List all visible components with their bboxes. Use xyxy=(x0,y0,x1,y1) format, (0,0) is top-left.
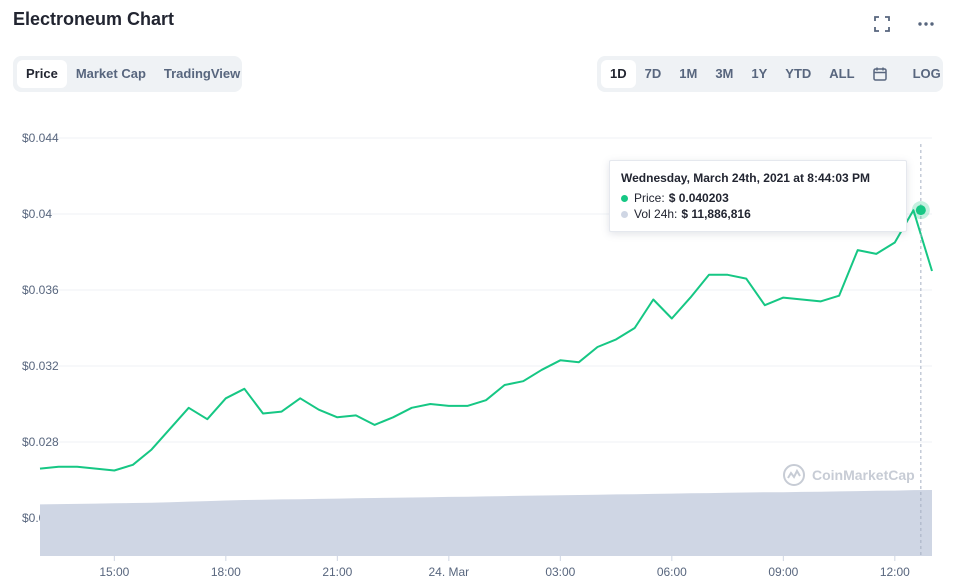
volume-area xyxy=(40,490,932,556)
range-tab-ytd[interactable]: YTD xyxy=(785,66,812,81)
price-layer xyxy=(39,209,933,472)
y-tick-label: $0.044 xyxy=(22,131,59,145)
calendar-icon[interactable] xyxy=(864,66,896,82)
tab-market-cap[interactable]: Market Cap xyxy=(75,66,146,81)
y-tick-label: $0.028 xyxy=(22,435,59,449)
price-legend-dot xyxy=(621,194,628,202)
y-tick-label: $0.04 xyxy=(22,207,52,221)
view-tabs: Price Market Cap TradingView xyxy=(13,56,242,92)
range-tab-all[interactable]: ALL xyxy=(829,66,855,81)
price-line xyxy=(39,209,933,472)
tooltip-date: Wednesday, March 24th, 2021 at 8:44:03 P… xyxy=(621,171,870,185)
volume-legend-dot xyxy=(621,210,628,218)
range-tabs: 1D 7D 1M 3M 1Y YTD ALL LOG xyxy=(597,56,943,92)
more-icon[interactable] xyxy=(916,14,936,34)
fullscreen-icon[interactable] xyxy=(872,14,892,34)
volume-layer xyxy=(40,490,932,556)
hover-point xyxy=(915,205,926,216)
range-tab-7d[interactable]: 7D xyxy=(644,66,662,81)
tab-price[interactable]: Price xyxy=(17,60,67,88)
log-toggle[interactable]: LOG xyxy=(912,66,941,81)
watermark-text: CoinMarketCap xyxy=(812,467,915,483)
y-tick-label: $0.032 xyxy=(22,359,59,373)
page-title: Electroneum Chart xyxy=(13,9,175,29)
tooltip-price-row: Price: $ 0.040203 xyxy=(621,190,895,206)
chart-tooltip: Wednesday, March 24th, 2021 at 8:44:03 P… xyxy=(609,160,907,232)
price-chart[interactable]: $0.044$0.04$0.036$0.032$0.028$0.024 15:0… xyxy=(0,100,954,584)
x-tick-label: 21:00 xyxy=(322,565,352,579)
tooltip-price-value: $ 0.040203 xyxy=(668,191,729,205)
x-axis: 15:00 18:00 21:00 24. Mar 03:00 06:00 09:00 12:… xyxy=(99,556,910,579)
range-tab-3m[interactable]: 3M xyxy=(715,66,734,81)
coinmarketcap-watermark: CoinMarketCap xyxy=(782,463,915,487)
tooltip-price-label: Price: xyxy=(634,191,665,205)
x-tick-label: 09:00 xyxy=(768,565,798,579)
tooltip-volume-row: Vol 24h: $ 11,886,816 xyxy=(621,206,895,222)
tooltip-volume-value: $ 11,886,816 xyxy=(681,207,751,221)
tooltip-volume-label: Vol 24h: xyxy=(634,207,678,221)
tab-tradingview[interactable]: TradingView xyxy=(163,66,241,81)
x-tick-label: 06:00 xyxy=(657,565,687,579)
range-tab-1m[interactable]: 1M xyxy=(679,66,698,81)
x-tick-label: 24. Mar xyxy=(428,565,469,579)
x-tick-label: 15:00 xyxy=(99,565,129,579)
coinmarketcap-logo xyxy=(783,464,805,486)
y-tick-label: $0.036 xyxy=(22,283,59,297)
header-actions xyxy=(872,14,936,34)
x-tick-label: 18:00 xyxy=(211,565,241,579)
range-tab-1d[interactable]: 1D xyxy=(601,60,636,88)
y-axis: $0.044$0.04$0.036$0.032$0.028$0.024 xyxy=(22,131,59,525)
hover-layer xyxy=(911,144,930,556)
x-tick-label: 12:00 xyxy=(880,565,910,579)
range-tab-1y[interactable]: 1Y xyxy=(751,66,768,81)
x-tick-label: 03:00 xyxy=(545,565,575,579)
